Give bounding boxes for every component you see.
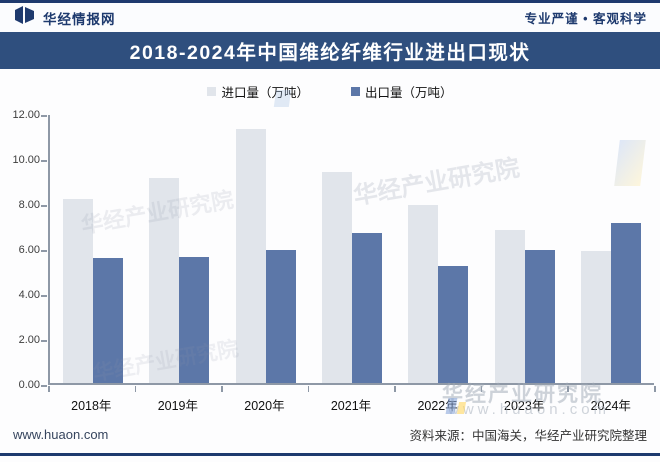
bar-import xyxy=(63,198,94,383)
page-title: 2018-2024年中国维纶纤维行业进出口现状 xyxy=(129,42,531,64)
x-tick-label: 2020年 xyxy=(244,399,285,413)
y-tick-mark xyxy=(41,340,47,342)
legend-label: 进口量（万吨） xyxy=(221,85,309,100)
y-tick-label: 2.00 xyxy=(18,334,40,346)
brand-logo-icon xyxy=(13,6,37,29)
bar-group xyxy=(136,115,222,383)
x-axis-labels: 2018年 2019年 2020年 2021年 2022年 2023年 2024年 xyxy=(48,395,654,414)
legend-item-import: 进口量（万吨） xyxy=(207,82,309,101)
legend-marker xyxy=(351,86,360,96)
y-tick-label: 0.00 xyxy=(18,379,40,391)
x-tick-label: 2021年 xyxy=(330,399,372,413)
bar-export xyxy=(524,250,555,383)
footer-source: 资料来源：中国海关，华经产业研究院整理 xyxy=(409,428,647,443)
chart-legend: 进口量（万吨） 出口量（万吨） xyxy=(0,69,660,105)
y-tick-label: 6.00 xyxy=(18,244,40,256)
bar-export xyxy=(93,258,124,383)
y-tick-label: 4.00 xyxy=(18,289,40,301)
bar-export xyxy=(265,250,296,383)
legend-marker xyxy=(207,86,217,96)
bottom-border-line xyxy=(0,453,660,456)
bar-group xyxy=(568,115,654,383)
y-tick-mark xyxy=(41,115,47,117)
bar-group xyxy=(395,115,481,383)
legend-label: 出口量（万吨） xyxy=(365,85,453,100)
title-bar: 2018-2024年中国维纶纤维行业进出口现状 xyxy=(0,32,660,69)
header-slogan: 专业严谨 • 客观科学 xyxy=(524,12,647,26)
header: 华经情报网 专业严谨 • 客观科学 xyxy=(0,3,660,32)
y-tick-mark xyxy=(41,160,47,162)
x-tick-label: 2023年 xyxy=(504,399,545,413)
bar-import xyxy=(149,178,180,383)
brand-name: 华经情报网 xyxy=(43,11,116,27)
brand: 华经情报网 xyxy=(13,6,116,29)
x-tick-label: 2022年 xyxy=(417,399,458,413)
bar-import xyxy=(408,205,439,383)
x-tick-label: 2024年 xyxy=(590,399,631,413)
bar-group xyxy=(481,115,567,383)
x-tick-mark xyxy=(221,386,223,392)
footer: www.huaon.com 资料来源：中国海关，华经产业研究院整理 xyxy=(0,417,660,451)
x-tick-mark xyxy=(48,386,50,392)
footer-url: www.huaon.com xyxy=(13,426,109,442)
y-tick-label: 10.00 xyxy=(12,154,40,166)
x-tick-label: 2019年 xyxy=(157,399,199,413)
bar-import xyxy=(494,230,525,383)
x-tick-label: 2018年 xyxy=(71,399,112,413)
bar-export xyxy=(351,233,382,383)
y-axis: 12.00 10.00 8.00 6.00 4.00 2.00 0.00 xyxy=(0,105,48,417)
bar-export xyxy=(610,223,641,383)
bar-import xyxy=(235,128,266,383)
y-tick-mark xyxy=(41,205,47,207)
bar-import xyxy=(580,251,611,383)
bar-export xyxy=(438,266,469,383)
y-tick-mark xyxy=(41,385,47,387)
bar-group xyxy=(223,115,309,383)
plot-area xyxy=(48,115,654,385)
bar-export xyxy=(179,257,210,383)
x-tick-mark xyxy=(654,386,656,392)
x-tick-mark xyxy=(134,386,137,392)
x-tick-mark xyxy=(480,386,483,392)
chart-area: 12.00 10.00 8.00 6.00 4.00 2.00 0.00 2018年 2019… xyxy=(0,105,660,417)
legend-item-export: 出口量（万吨） xyxy=(351,82,453,101)
y-tick-mark xyxy=(41,250,47,252)
y-tick-mark xyxy=(41,295,47,297)
bar-group xyxy=(50,115,136,383)
bar-group xyxy=(309,115,395,383)
x-tick-mark xyxy=(307,386,310,392)
x-tick-mark xyxy=(567,386,569,392)
y-tick-label: 12.00 xyxy=(12,109,40,121)
y-tick-label: 8.00 xyxy=(18,199,40,211)
top-border-line xyxy=(0,0,660,3)
bar-import xyxy=(321,171,352,383)
x-tick-mark xyxy=(394,386,396,392)
